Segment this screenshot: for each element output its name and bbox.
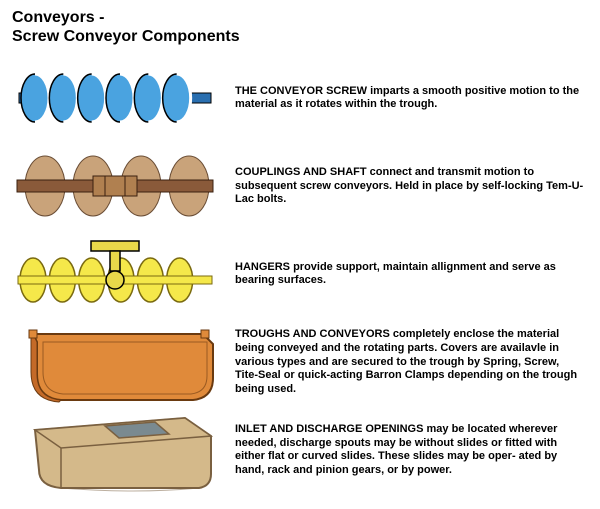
couplings-shaft-description: COUPLINGS AND SHAFT connect and transmit… — [235, 166, 584, 207]
inlet-discharge-lead: INLET AND DISCHARGE OPENINGS — [235, 423, 423, 435]
component-row-conveyor-screw: THE CONVEYOR SCREW imparts a smooth posi… — [12, 56, 584, 140]
conveyor-screw-illustration — [12, 56, 217, 140]
couplings-shaft-illustration — [12, 144, 217, 228]
hangers-illustration — [12, 232, 217, 316]
title-line-1: Conveyors - — [12, 8, 584, 27]
hangers-description: HANGERS provide support, maintain allign… — [235, 261, 584, 289]
inlet-discharge-illustration — [12, 408, 217, 492]
component-row-couplings-shaft: COUPLINGS AND SHAFT connect and transmit… — [12, 144, 584, 228]
component-row-troughs: TROUGHS AND CONVEYORS completely enclose… — [12, 320, 584, 404]
troughs-illustration — [12, 320, 217, 404]
component-rows: THE CONVEYOR SCREW imparts a smooth posi… — [12, 56, 584, 492]
inlet-discharge-description: INLET AND DISCHARGE OPENINGS may be loca… — [235, 423, 584, 478]
conveyor-screw-lead: THE CONVEYOR SCREW — [235, 85, 367, 97]
page-title: Conveyors - Screw Conveyor Components — [12, 8, 584, 46]
title-line-2: Screw Conveyor Components — [12, 27, 584, 46]
component-row-hangers: HANGERS provide support, maintain allign… — [12, 232, 584, 316]
hangers-lead: HANGERS — [235, 261, 290, 273]
troughs-lead: TROUGHS AND CONVEYORS — [235, 328, 390, 340]
troughs-description: TROUGHS AND CONVEYORS completely enclose… — [235, 328, 584, 397]
conveyor-screw-description: THE CONVEYOR SCREW imparts a smooth posi… — [235, 85, 584, 113]
component-row-inlet-discharge: INLET AND DISCHARGE OPENINGS may be loca… — [12, 408, 584, 492]
couplings-shaft-lead: COUPLINGS AND SHAFT — [235, 166, 367, 178]
